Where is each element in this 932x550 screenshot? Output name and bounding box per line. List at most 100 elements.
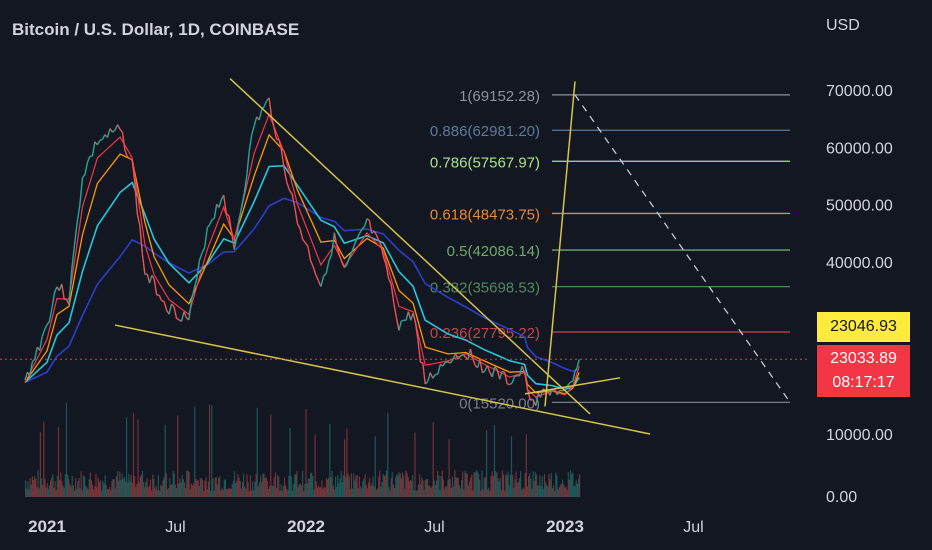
price-candle xyxy=(338,254,343,263)
volume-bar xyxy=(177,415,179,497)
volume-bar xyxy=(87,489,89,497)
price-candle xyxy=(496,369,501,380)
fib-label-0.382: 0.382(35698.53) xyxy=(430,280,540,297)
price-candle xyxy=(263,100,268,107)
volume-bar xyxy=(195,479,197,497)
alert-price-label[interactable]: 23046.93 xyxy=(817,312,910,342)
volume-bar xyxy=(525,434,527,497)
volume-bar xyxy=(526,486,528,497)
price-candle xyxy=(302,238,306,244)
volume-bar xyxy=(99,480,102,497)
volume-bar xyxy=(420,484,422,497)
volume-bar xyxy=(188,472,190,497)
volume-bar xyxy=(297,487,299,497)
volume-bar xyxy=(69,483,71,497)
volume-bar xyxy=(292,483,295,497)
volume-bar xyxy=(496,472,498,497)
volume-bar xyxy=(93,489,95,497)
volume-bar xyxy=(487,489,489,497)
volume-bar xyxy=(145,481,147,497)
volume-bar xyxy=(518,478,521,497)
volume-bar xyxy=(543,473,546,497)
volume-bar xyxy=(161,485,163,497)
volume-bar xyxy=(197,480,199,497)
price-candle xyxy=(283,168,288,182)
volume-bar xyxy=(443,488,446,497)
price-candle xyxy=(447,361,451,364)
price-candle xyxy=(253,116,258,127)
volume-bar xyxy=(208,404,211,497)
volume-bar xyxy=(248,491,250,497)
volume-bar xyxy=(295,474,297,497)
volume-bar xyxy=(124,481,127,497)
price-candle xyxy=(518,365,523,377)
volume-bar xyxy=(138,482,140,497)
volume-bar xyxy=(564,487,566,497)
volume-bar xyxy=(423,490,425,497)
price-candle xyxy=(198,252,203,261)
volume-bar xyxy=(364,474,366,497)
price-candle xyxy=(114,124,119,131)
fib-label-0.5: 0.5(42086.14) xyxy=(447,243,540,260)
volume-bar xyxy=(367,482,370,497)
volume-bar xyxy=(548,474,550,497)
price-candle xyxy=(46,320,51,326)
volume-bar xyxy=(354,480,356,497)
price-candle xyxy=(24,371,29,381)
price-candle xyxy=(315,274,319,281)
volume-bar xyxy=(245,488,247,497)
volume-bar xyxy=(345,477,347,497)
volume-bar xyxy=(26,488,28,497)
volume-bar xyxy=(563,484,565,497)
price-candle xyxy=(109,128,114,133)
volume-bar xyxy=(437,470,439,497)
volume-bar xyxy=(70,486,72,497)
ma-fast-line xyxy=(24,112,580,398)
volume-bar xyxy=(404,488,406,497)
volume-bar xyxy=(246,474,248,497)
volume-bar xyxy=(96,487,98,497)
volume-bar xyxy=(557,489,559,497)
price-candle xyxy=(43,324,48,331)
price-candle xyxy=(176,317,180,321)
volume-bar xyxy=(193,483,195,497)
volume-bar xyxy=(529,473,531,497)
volume-bar xyxy=(42,484,44,497)
volume-bar xyxy=(97,477,99,497)
volume-bar xyxy=(570,470,572,497)
volume-bar xyxy=(566,489,568,497)
price-candle xyxy=(141,253,146,275)
volume-bar xyxy=(220,490,222,497)
volume-bar xyxy=(339,478,341,497)
volume-bar xyxy=(127,482,129,497)
volume-bar xyxy=(239,480,241,497)
volume-bar xyxy=(434,485,437,497)
volume-bar xyxy=(237,473,239,497)
volume-bar xyxy=(235,483,237,497)
volume-bar xyxy=(541,476,543,497)
price-candle xyxy=(213,204,218,219)
volume-bar xyxy=(325,478,328,497)
volume-bar xyxy=(413,490,415,497)
volume-bar xyxy=(180,482,182,497)
price-candle xyxy=(206,224,211,228)
volume-bar xyxy=(113,479,115,497)
volume-bar xyxy=(152,474,154,497)
volume-bar xyxy=(568,479,570,497)
price-candle xyxy=(417,340,422,363)
volume-bar xyxy=(218,477,220,497)
volume-bar xyxy=(213,490,215,497)
volume-bar xyxy=(298,484,300,497)
volume-bar xyxy=(440,476,442,497)
volume-bar xyxy=(352,488,354,497)
volume-bar xyxy=(319,487,321,497)
volume-bar xyxy=(528,476,530,497)
volume-bar xyxy=(90,480,93,497)
volume-bar xyxy=(94,485,96,497)
volume-bar xyxy=(504,490,506,497)
price-candle xyxy=(86,155,91,163)
price-candle xyxy=(432,374,436,379)
volume-bar xyxy=(372,476,374,497)
volume-bar xyxy=(156,490,158,497)
